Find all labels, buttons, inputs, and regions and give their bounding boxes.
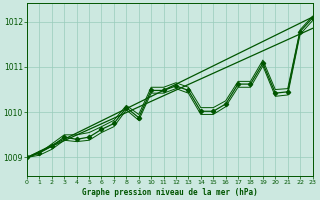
X-axis label: Graphe pression niveau de la mer (hPa): Graphe pression niveau de la mer (hPa) xyxy=(82,188,258,197)
